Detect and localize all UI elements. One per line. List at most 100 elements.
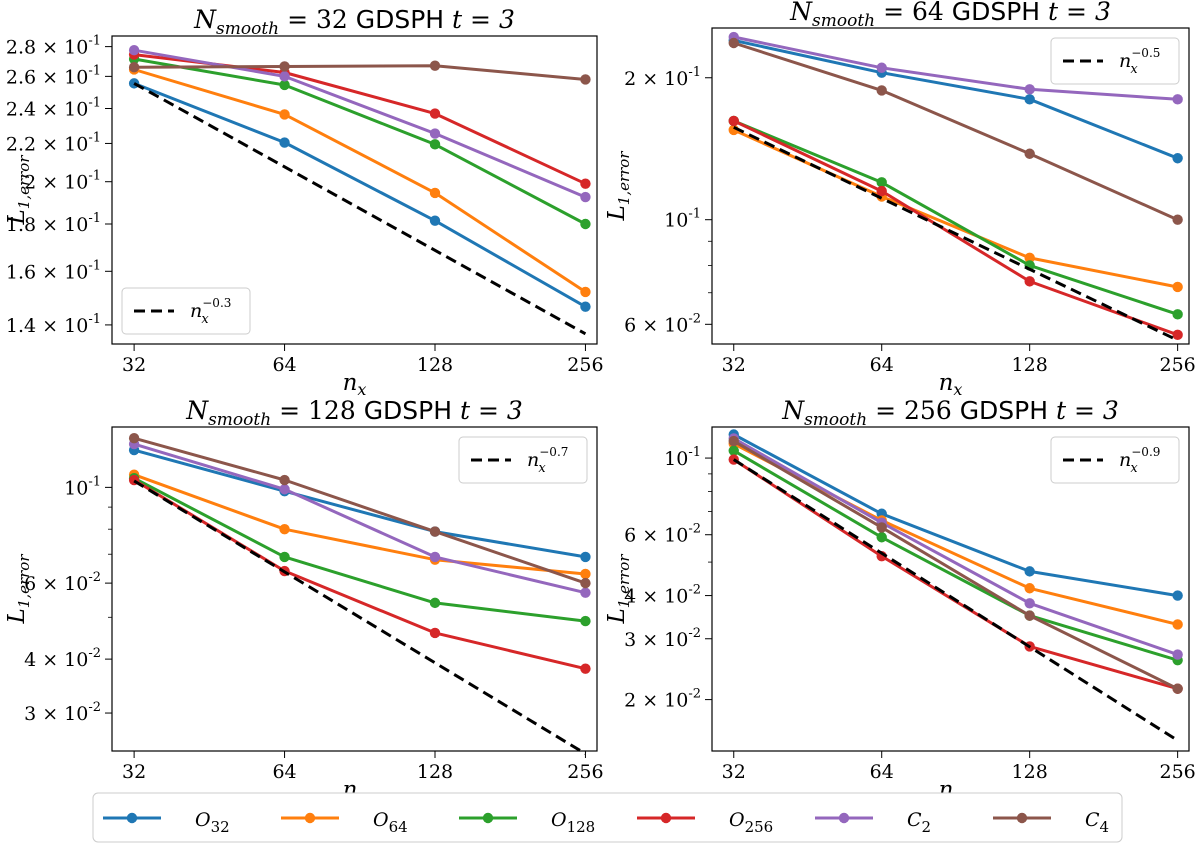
- y-tick-label: 2.6 × 10-1: [6, 63, 101, 88]
- chart-title: Nsmooth = 32 GDSPH t = 3: [193, 5, 515, 39]
- legend-marker-C4: [1016, 812, 1028, 824]
- y-axis-label: L1,error: [4, 155, 33, 226]
- data-point-O128: [279, 551, 290, 563]
- legend-label-C2: C2: [907, 809, 931, 836]
- y-tick-label: 10-1: [664, 445, 701, 470]
- data-point-O128: [728, 445, 739, 456]
- reference-legend-label: n−0.5 x: [1119, 46, 1160, 77]
- shared-legend: O32 O64 O128 O256 C2 C4: [92, 792, 1123, 843]
- x-tick-label: 32: [122, 354, 146, 376]
- shared-legend-box: [92, 792, 1123, 843]
- data-point-O256: [728, 115, 739, 127]
- legend-marker-O64: [304, 812, 316, 824]
- data-point-C4: [876, 85, 887, 96]
- series-line-C2: [133, 48, 586, 199]
- series-line-O64: [733, 128, 1178, 289]
- x-axis-label: nx: [939, 370, 963, 399]
- data-point-C2: [580, 587, 591, 598]
- data-point-C2: [1024, 598, 1035, 609]
- y-axis-label: L1,error: [604, 151, 633, 222]
- series-line-O128: [133, 57, 587, 226]
- data-point-O128: [876, 532, 887, 543]
- chart-title: Nsmooth = 64 GDSPH t = 3: [789, 0, 1111, 31]
- series-line-O32: [133, 82, 587, 309]
- legend-label-O256: O256: [729, 809, 773, 836]
- data-point-O32: [1024, 566, 1035, 577]
- data-point-O128: [1172, 309, 1183, 320]
- data-point-O256: [1024, 276, 1035, 287]
- series-line-O128: [733, 119, 1179, 316]
- legend-label-C4: C4: [1085, 809, 1109, 836]
- reference-legend-label: n−0.7 x: [527, 445, 568, 476]
- y-tick-label: 6 × 10-2: [624, 522, 701, 547]
- series-line-O128: [133, 476, 586, 623]
- x-tick-label: 32: [722, 354, 746, 376]
- data-point-O256: [580, 663, 591, 674]
- y-tick-label: 4 × 10-2: [24, 646, 101, 671]
- x-tick-label: 256: [567, 761, 603, 783]
- data-point-C4: [876, 522, 887, 533]
- data-point-O128: [429, 597, 441, 609]
- y-tick-label: 2.2 × 10-1: [6, 130, 101, 155]
- subplot-nsmooth-64: Nsmooth = 64 GDSPH t = 3 32 64 128 256 nx 6 × …: [604, 0, 1196, 399]
- reference-legend: n−0.3 x: [121, 287, 251, 335]
- x-tick-label: 32: [722, 761, 746, 783]
- data-point-C4: [1024, 610, 1035, 621]
- data-point-C2: [580, 191, 591, 203]
- y-tick-label: 2 × 10-1: [24, 169, 101, 194]
- y-tick-label: 6 × 10-2: [624, 311, 701, 336]
- data-point-C4: [429, 526, 441, 537]
- axes-frame: [711, 426, 1190, 752]
- y-tick-label: 10-1: [664, 207, 701, 232]
- y-tick-label: 1.8 × 10-1: [6, 211, 101, 236]
- reference-legend-box: [1050, 37, 1180, 85]
- data-point-C2: [1172, 649, 1183, 660]
- axes-frame: [111, 426, 598, 752]
- data-point-C4: [1024, 148, 1035, 159]
- x-tick-label: 128: [1012, 354, 1048, 376]
- data-point-C2: [1172, 94, 1183, 105]
- data-point-O32: [1172, 153, 1183, 164]
- data-point-O256: [876, 185, 887, 197]
- data-point-O32: [429, 215, 441, 226]
- x-tick-label: 64: [272, 761, 296, 783]
- series-line-C2: [733, 35, 1178, 101]
- data-point-C4: [728, 435, 739, 447]
- data-point-O64: [429, 187, 441, 199]
- y-axis-label: L1,error: [4, 554, 33, 625]
- reference-legend: n−0.5 x: [1050, 37, 1180, 85]
- y-tick-label: 2.8 × 10-1: [6, 34, 101, 59]
- data-point-C4: [279, 61, 290, 72]
- data-point-C2: [429, 128, 441, 139]
- series-line-C2: [733, 437, 1179, 657]
- reference-line: [133, 479, 587, 756]
- series-line-O256: [733, 119, 1179, 337]
- data-point-C2: [279, 71, 290, 82]
- data-point-O256: [429, 627, 441, 639]
- y-tick-label: 2 × 10-2: [624, 687, 701, 712]
- x-tick-label: 128: [417, 761, 453, 783]
- data-point-C2: [128, 45, 140, 56]
- y-tick-label: 10-1: [64, 474, 101, 499]
- data-point-O64: [1172, 619, 1183, 630]
- y-axis-label: L1,error: [604, 554, 633, 625]
- chart-title: Nsmooth = 128 GDSPH t = 3: [185, 396, 523, 430]
- series-line-O32: [133, 448, 586, 559]
- reference-line: [732, 458, 1179, 742]
- data-point-O32: [580, 551, 591, 563]
- y-tick-label: 3 × 10-2: [24, 700, 101, 725]
- x-tick-label: 128: [417, 354, 453, 376]
- series-line-O32: [733, 38, 1179, 160]
- axes-frame: [111, 35, 598, 345]
- data-point-O128: [429, 139, 441, 150]
- subplot-nsmooth-128: Nsmooth = 128 GDSPH t = 33264128256nx3 ×…: [4, 396, 604, 806]
- x-tick-label: 64: [272, 354, 296, 376]
- series-line-O64: [133, 68, 587, 294]
- reference-legend-box: [121, 287, 251, 335]
- series-line-O32: [733, 433, 1178, 598]
- data-point-C4: [1172, 214, 1183, 225]
- series-line-O128: [733, 449, 1179, 662]
- y-tick-label: 3 × 10-2: [624, 626, 701, 651]
- data-point-C4: [580, 577, 591, 589]
